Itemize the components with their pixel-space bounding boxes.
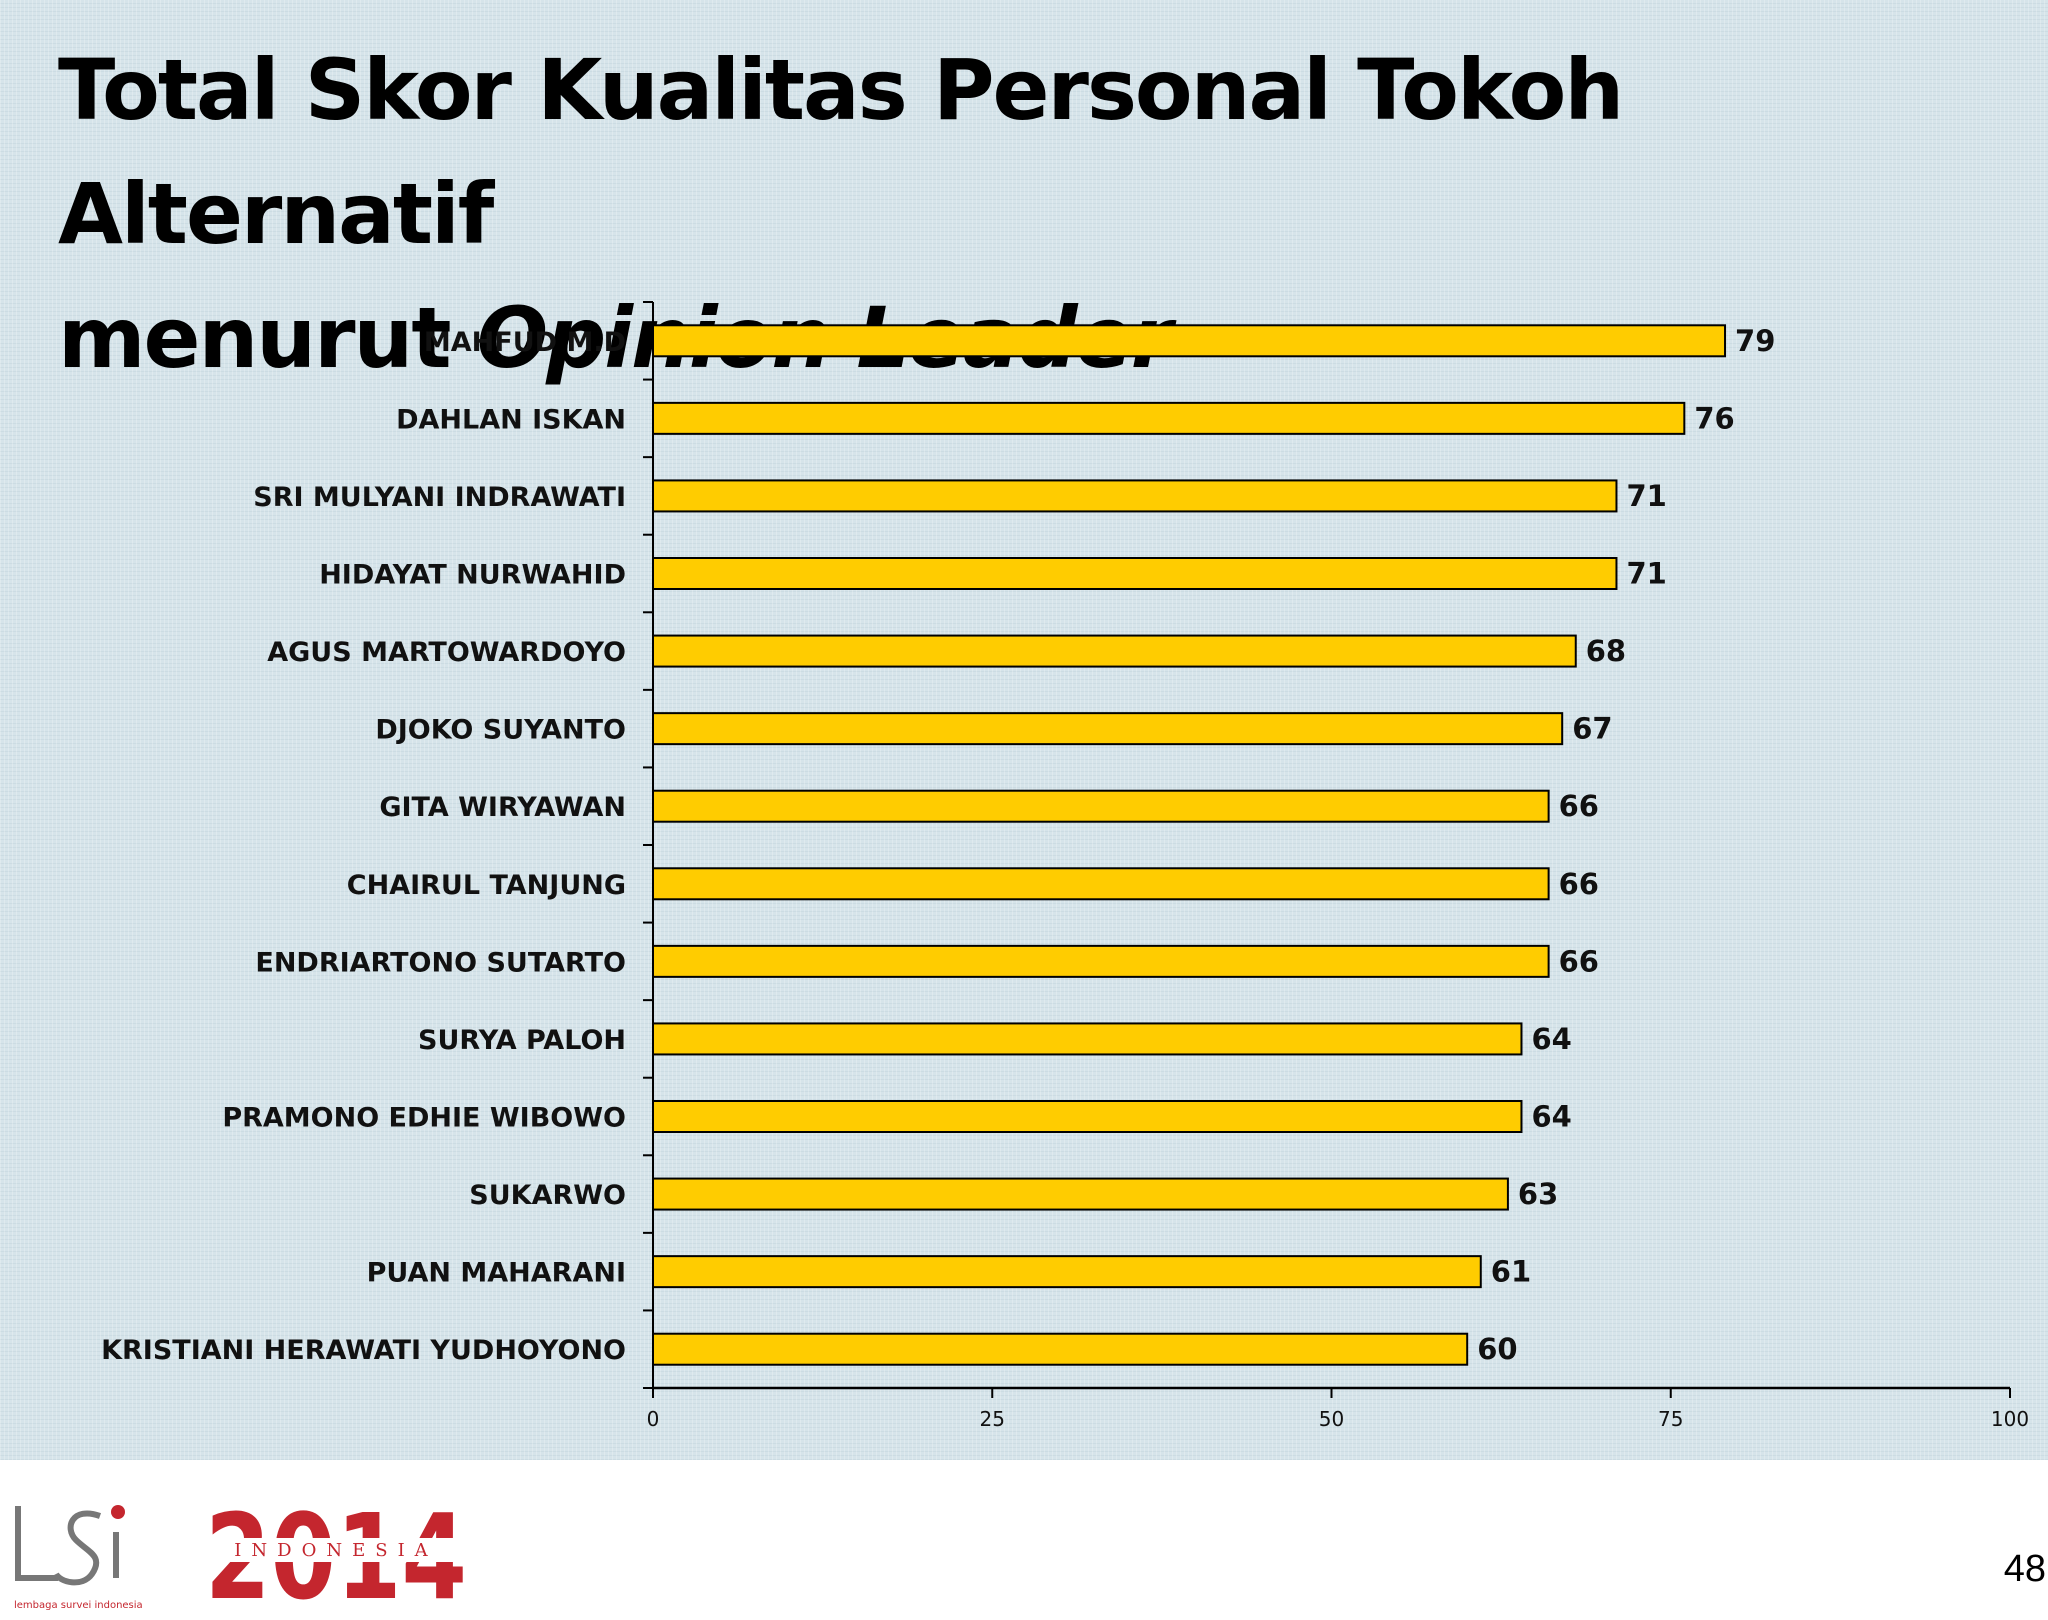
chart-bars [652,324,1727,1366]
bar [652,634,1577,668]
value-label: 64 [1531,1022,1571,1056]
category-label: AGUS MARTOWARDOYO [267,637,626,668]
value-label: 61 [1491,1255,1531,1289]
bar [652,324,1727,358]
bar [652,401,1686,435]
category-label: PUAN MAHARANI [367,1258,626,1289]
category-label: PRAMONO EDHIE WIBOWO [222,1103,626,1134]
x-tick-label: 50 [1319,1407,1344,1431]
category-label: HIDAYAT NURWAHID [319,560,626,591]
chart-labels: MAHFUD M.D 79 DAHLAN ISKAN 76 SRI MULYANI IN… [101,324,1775,1366]
category-label: SRI MULYANI INDRAWATI [253,482,626,513]
logo-dot-icon [111,1505,125,1519]
value-label: 64 [1531,1100,1571,1134]
category-label: KRISTIANI HERAWATI YUDHOYONO [101,1335,626,1366]
page-number: 48 [2003,1548,2046,1590]
bar [652,712,1564,746]
title-line-2-prefix: menurut [58,289,477,387]
category-label: DJOKO SUYANTO [375,715,626,746]
bar [652,557,1618,590]
category-label: CHAIRUL TANJUNG [347,870,626,901]
category-label: ENDRIARTONO SUTARTO [255,947,626,978]
value-label: 66 [1559,789,1599,823]
bar [652,1100,1523,1133]
value-label: 76 [1694,401,1734,435]
category-label: DAHLAN ISKAN [396,404,626,435]
value-label: 68 [1586,634,1626,668]
bar [652,1332,1469,1366]
bar [652,1177,1509,1211]
value-label: 60 [1477,1332,1517,1366]
bar [652,867,1550,901]
category-label: GITA WIRYAWAN [379,792,626,823]
category-label: SURYA PALOH [418,1025,626,1056]
value-label: 67 [1572,712,1612,746]
bar [652,789,1550,823]
x-tick-label: 100 [1991,1407,2029,1431]
value-label: 71 [1626,557,1666,591]
category-label: MAHFUD M.D [424,327,626,358]
page-title: Total Skor Kualitas Personal Tokoh Alter… [58,28,2018,400]
title-line-1: Total Skor Kualitas Personal Tokoh Alter… [58,41,1624,263]
value-label: 63 [1518,1177,1558,1211]
x-tick-label: 0 [647,1407,660,1431]
category-label: SUKARWO [469,1180,626,1211]
value-label: 66 [1559,944,1599,978]
bar [652,1255,1482,1289]
value-label: 66 [1559,867,1599,901]
bar [652,1022,1523,1056]
indonesia-2014-logo: 2014 INDONESIA [205,1502,467,1607]
x-tick-label: 25 [980,1407,1005,1431]
slide-background: Total Skor Kualitas Personal Tokoh Alter… [0,0,2048,1460]
lsi-logo [15,1505,125,1586]
lsi-tagline: lembaga survei indonesia [14,1600,143,1611]
x-tick-label: 75 [1658,1407,1683,1431]
bar-chart: 0 25 50 75 100 MAHFUD M.D 79 DAHLAN ISKAN 76 SRI… [101,301,2029,1431]
value-label: 79 [1735,324,1775,358]
bar [652,479,1618,513]
value-label: 71 [1626,479,1666,513]
bar [652,944,1550,978]
chart-axes: 0 25 50 75 100 [643,301,2029,1431]
logo-word: INDONESIA [234,1540,437,1561]
